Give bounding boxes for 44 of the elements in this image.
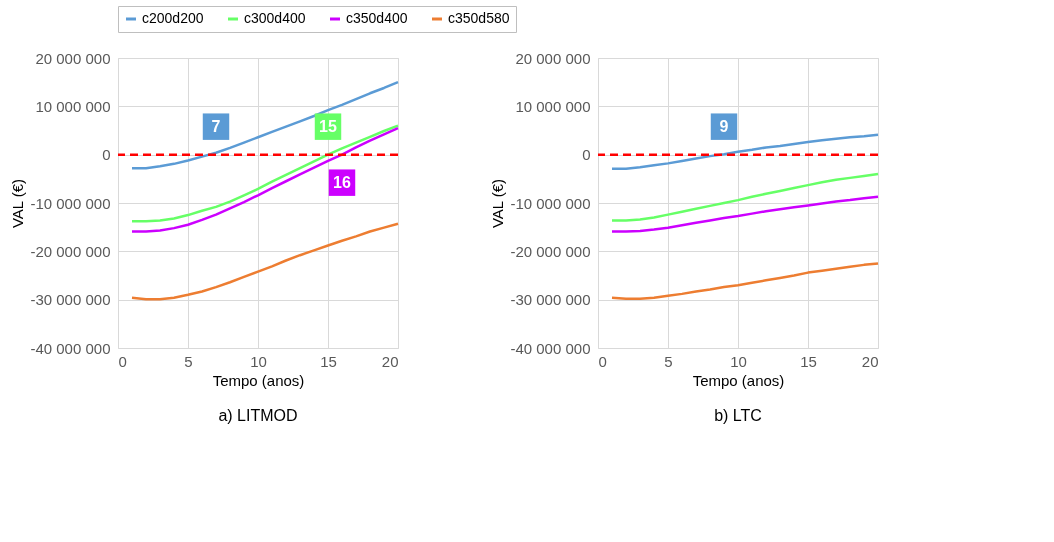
- y-tick-label: 0: [582, 146, 591, 164]
- x-tick-label: 0: [118, 352, 127, 370]
- annotation: 7: [211, 117, 221, 135]
- y-tick-label: 10 000 000: [515, 97, 591, 115]
- y-tick-label: 20 000 000: [515, 49, 591, 67]
- x-tick-label: 20: [381, 352, 399, 370]
- x-axis-title: Tempo (anos): [212, 371, 305, 389]
- x-tick-label: 10: [250, 352, 267, 370]
- y-tick-label: -20 000 000: [30, 242, 111, 260]
- y-axis-title: VAL (€): [489, 178, 507, 229]
- y-tick-label: 10 000 000: [35, 97, 111, 115]
- y-tick-label: -20 000 000: [510, 242, 591, 260]
- y-tick-label: -10 000 000: [510, 194, 591, 212]
- x-tick-label: 15: [800, 352, 817, 370]
- x-tick-label: 5: [664, 352, 673, 370]
- y-tick-label: 20 000 000: [35, 49, 111, 67]
- text: b) LTC: [714, 407, 762, 424]
- annotation: 15: [319, 117, 337, 135]
- x-tick-label: 0: [598, 352, 607, 370]
- y-tick-label: -30 000 000: [30, 291, 111, 309]
- annotation: 16: [333, 173, 351, 191]
- text: a) LITMOD: [218, 407, 298, 424]
- line-series: [610, 172, 880, 222]
- x-tick-label: 15: [320, 352, 337, 370]
- line-series: [130, 222, 400, 301]
- y-tick-label: -10 000 000: [30, 194, 111, 212]
- line-series: [610, 133, 880, 170]
- legend-label: c350d580: [448, 10, 510, 26]
- legend-label: c350d400: [346, 10, 408, 26]
- line-series: [610, 262, 880, 300]
- legend-label: c300d400: [244, 10, 306, 26]
- x-tick-label: 10: [730, 352, 747, 370]
- y-axis-title: VAL (€): [9, 178, 27, 229]
- x-tick-label: 5: [184, 352, 193, 370]
- y-tick-label: -40 000 000: [510, 339, 591, 357]
- y-tick-label: -40 000 000: [30, 339, 111, 357]
- line-series: [610, 195, 880, 233]
- y-tick-label: -30 000 000: [510, 291, 591, 309]
- y-tick-label: 0: [102, 146, 111, 164]
- x-axis-title: Tempo (anos): [692, 371, 785, 389]
- legend-label: c200d200: [142, 10, 204, 26]
- x-tick-label: 20: [861, 352, 879, 370]
- line-series: [130, 80, 400, 170]
- annotation: 9: [719, 117, 729, 135]
